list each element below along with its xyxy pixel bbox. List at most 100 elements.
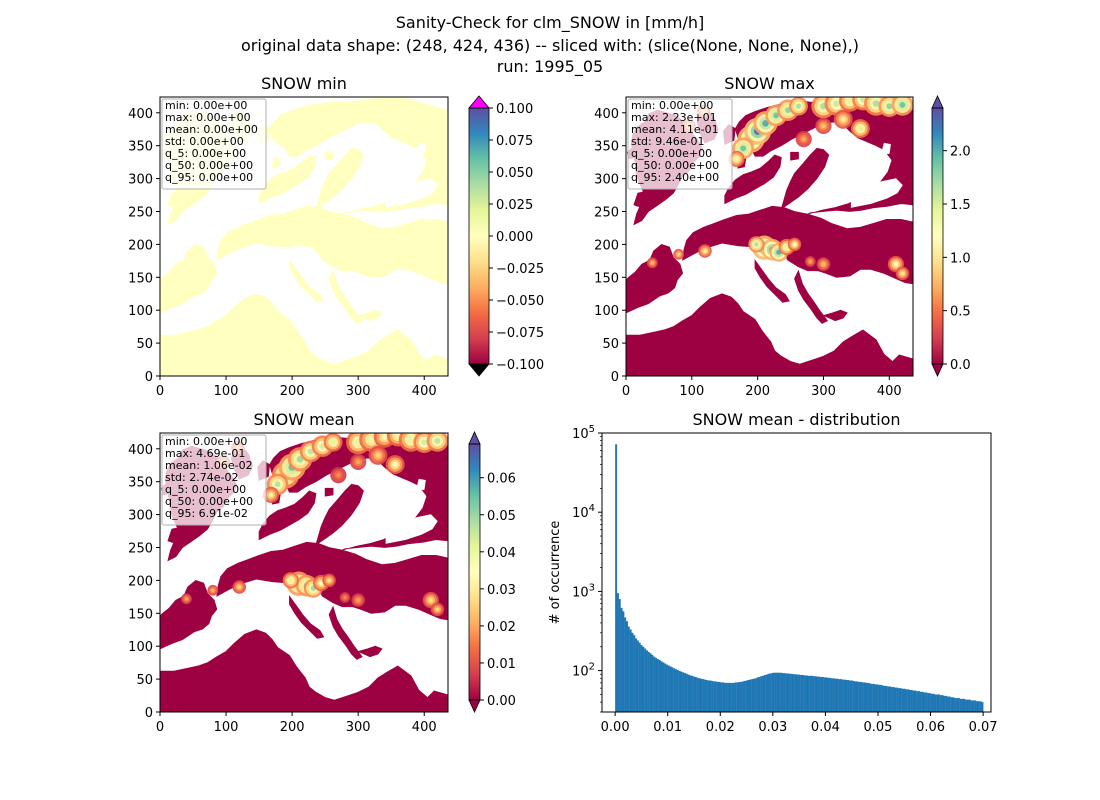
colorbar-tick-label: −0.075 [496,326,544,341]
histogram-bar [957,698,960,712]
histogram-bar [959,698,962,712]
axes-frame [601,432,992,713]
histogram-bar [747,680,750,712]
stats-line: q_50: 0.00e+00 [165,495,253,508]
x-tick-label: 0.07 [969,720,998,735]
histogram-bar [626,621,628,712]
histogram-bar [698,678,701,712]
stats-line: min: 0.00e+00 [631,99,713,112]
x-tick-label: 0.05 [864,720,893,735]
histogram-bar [649,653,652,712]
histogram-bar [780,672,783,712]
stats-line: q_95: 6.91e-02 [165,507,248,520]
y-tick-label: 300 [128,173,153,188]
snow-cell [795,103,801,109]
snow-cell [784,244,789,250]
histogram-bar [705,680,708,712]
stats-line: q_50: 0.00e+00 [165,159,253,172]
histogram-bar [865,682,868,712]
histogram-bar [776,672,779,712]
histogram-bar [892,687,895,712]
land-region [167,527,185,544]
histogram-bar [803,675,806,712]
histogram-bar [885,685,888,712]
figure-title-line-1: Sanity-Check for clm_SNOW in [mm/h] [395,13,705,32]
y-tick-label: 102 [572,662,595,680]
sea-region [415,478,426,490]
y-tick-label: 400 [594,107,619,122]
y-tick-label: 0 [145,370,153,385]
histogram-bar [665,664,668,712]
histogram-bar [888,686,891,712]
stats-line: mean: 0.00e+00 [165,123,258,136]
snow-cell [392,462,398,468]
snow-cell [754,242,759,247]
panel-2: SNOW mean 0 100 200 300 400 0 50 100 150 200 250 300… [128,410,449,735]
histogram-bar [861,682,864,712]
colorbar-tick-label: 0.5 [950,305,971,320]
histogram-bar [858,681,861,712]
histogram-bar [792,674,795,712]
histogram-bar [954,698,957,712]
snow-cell [703,249,707,253]
snow-cell [899,102,906,108]
histogram-bar [644,648,647,712]
x-tick-label: 0.01 [653,720,682,735]
histogram-bar [783,673,786,712]
land-region [626,293,913,376]
histogram-bar [807,675,810,712]
colorbar-gradient [932,108,943,364]
histogram-bar [671,667,674,712]
histogram-bar [794,674,797,712]
panel-3: SNOW mean - distribution 0.00 0.01 0.02 0.03… [548,410,998,735]
axes-frame [159,432,449,713]
histogram-bar [859,681,862,712]
y-tick-label: 50 [136,337,153,352]
histogram-bar [729,682,732,712]
colorbar-tick-label: 0.02 [487,620,516,635]
histogram-bar [979,701,982,712]
axes-frame [625,96,914,377]
land-region [258,490,317,541]
histogram-bar [709,680,712,712]
histogram-bar [927,693,930,712]
histogram-bar [956,698,959,712]
histogram-bar [874,684,877,712]
stats-line: max: 0.00e+00 [165,111,251,124]
histogram-bar [785,673,788,712]
histogram-bar [925,692,928,712]
histogram-bar [934,694,937,712]
histogram-bar [966,699,969,712]
histogram-bar [829,677,832,712]
histogram-bar [930,693,933,712]
snow-cell [734,156,739,162]
histogram-bar [772,672,775,712]
histogram-bar [928,693,931,712]
x-tick-label: 100 [679,384,704,399]
histogram-bar [616,593,619,712]
colorbar-0: 0.100 0.075 0.050 0.025 0.000 −0.025 −0.050 −0.… [468,95,544,377]
land-region [216,205,448,285]
histogram-bar [939,695,942,712]
histogram-bar [847,680,850,712]
histogram-bar [878,684,881,712]
land-region [357,645,383,658]
y-tick-label: 50 [136,673,153,688]
histogram-bar [974,700,977,712]
histogram-bar [642,646,645,712]
x-tick-label: 0.02 [706,720,735,735]
histogram-bar [682,672,685,712]
snow-cell [368,436,375,443]
snow-cell [900,271,905,276]
stats-box [161,434,267,526]
x-tick-label: 0.00 [601,720,630,735]
y-tick-label: 0 [145,706,153,721]
figure-title-line-2: original data shape: (248, 424, 436) -- … [241,36,859,55]
y-tick-label: 105 [572,424,595,442]
stats-line: mean: 4.11e-01 [631,123,719,136]
snow-cell [740,145,747,152]
figure-title-line-3: run: 1995_05 [496,57,604,76]
stats-line: max: 4.69e-01 [165,447,245,460]
histogram-bar [805,675,808,712]
